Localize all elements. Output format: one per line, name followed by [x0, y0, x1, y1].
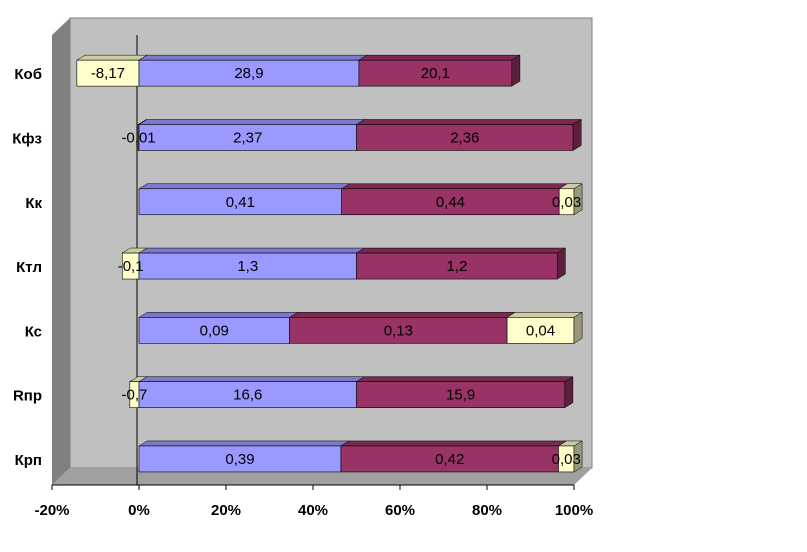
bar-segment-side [573, 183, 583, 216]
bar-segment [289, 317, 508, 344]
data-label: -8,17 [91, 65, 125, 82]
bar-segment [506, 317, 575, 344]
data-label: -0,01 [121, 129, 155, 146]
bar-row: 0,41 0,44 0,03 [138, 183, 583, 216]
bar-segment-top [358, 54, 521, 61]
x-tick-label: 20% [211, 502, 241, 519]
bar-segment [76, 59, 140, 87]
category-label: Кфз [12, 130, 42, 147]
bar-segment-top [340, 440, 568, 447]
bar-segment-side [557, 247, 566, 280]
data-label: 0,03 [552, 194, 581, 211]
bar-segment [138, 188, 342, 216]
bar-segment-top [138, 376, 366, 382]
category-label: Коб [14, 66, 42, 83]
bar-row: 0,39 0,42 0,03 [138, 440, 583, 473]
data-label: 0,03 [552, 451, 581, 468]
category-label: Ктл [16, 259, 42, 276]
data-label: 0,04 [526, 322, 555, 339]
bar-segment-side [573, 440, 583, 473]
bar-segment-top [288, 312, 517, 318]
bar-row: -8,17 28,9 20,1 [75, 54, 521, 87]
bar-segment-top [138, 183, 351, 189]
data-label: 0,44 [436, 194, 465, 211]
data-label: 1,2 [446, 258, 467, 275]
bar-segment-top [138, 54, 368, 61]
bar-segment-side [572, 119, 582, 151]
category-label: Кс [25, 323, 42, 340]
bar-segment-top [138, 440, 350, 447]
x-axis-ticks: -20% 0% 20% 40% 60% 80% 100% [34, 485, 593, 519]
data-label: 0,13 [384, 322, 413, 339]
category-label: Крп [15, 452, 42, 469]
data-label: 16,6 [233, 387, 262, 404]
bar-segment-top [355, 247, 567, 254]
bar-segment [356, 381, 566, 408]
bar-segment-top [355, 119, 583, 125]
bar-segment [138, 445, 342, 473]
x-tick-label: 100% [555, 502, 593, 519]
data-label: 28,9 [234, 65, 263, 82]
data-label: 0,41 [226, 194, 255, 211]
bar-segment [356, 124, 574, 151]
data-label: 1,3 [237, 258, 258, 275]
bar-segment-side [511, 54, 521, 87]
bar-row: 0,09 0,13 0,04 [138, 311, 583, 344]
bar-segment-top [340, 183, 569, 189]
data-label: -0,1 [118, 258, 144, 275]
x-tick-label: 80% [472, 502, 502, 519]
bar-segment-side [564, 376, 574, 409]
bars-group: -8,17 28,9 20,1 -0,01 2,37 2,36 0,41 0,44 0,03 -0… [75, 54, 583, 473]
bar-segment [138, 252, 357, 280]
bar-segment [138, 124, 357, 151]
bar-segment [356, 252, 558, 280]
data-label: 0,39 [225, 451, 254, 468]
data-label: 20,1 [421, 65, 450, 82]
data-label: 2,36 [450, 129, 479, 146]
bar-segment-top [506, 312, 583, 318]
category-labels: Коб Кфз Кк Ктл Кс Rпр Крп [12, 66, 42, 469]
bar-row: -0,01 2,37 2,36 [121, 119, 583, 151]
bar-segment [340, 445, 559, 473]
bar-segment-top [138, 119, 366, 125]
category-label: Rпр [13, 388, 42, 405]
bar-segment [341, 188, 560, 216]
bar-row: -0,1 1,3 1,2 [118, 247, 567, 280]
data-label: 0,09 [200, 322, 229, 339]
bar-segment [138, 59, 360, 87]
data-label: 15,9 [446, 387, 475, 404]
data-label: 2,37 [233, 129, 262, 146]
bar-segment-top [75, 54, 148, 61]
data-label: -0,7 [121, 387, 147, 404]
bar-segment-side [573, 311, 583, 344]
bar-segment-top [138, 312, 299, 318]
chart-side-wall [52, 18, 70, 485]
bar-row: -0,7 16,6 15,9 [121, 376, 574, 409]
bar-segment [138, 317, 290, 344]
bar-segment-top [138, 247, 366, 254]
x-tick-label: 0% [128, 502, 150, 519]
data-label: 0,42 [435, 451, 464, 468]
bar-segment [138, 381, 357, 408]
bar-segment-top [355, 376, 574, 382]
x-tick-label: 60% [385, 502, 415, 519]
x-tick-label: -20% [34, 502, 69, 519]
category-label: Кк [25, 195, 42, 212]
x-tick-label: 40% [298, 502, 328, 519]
